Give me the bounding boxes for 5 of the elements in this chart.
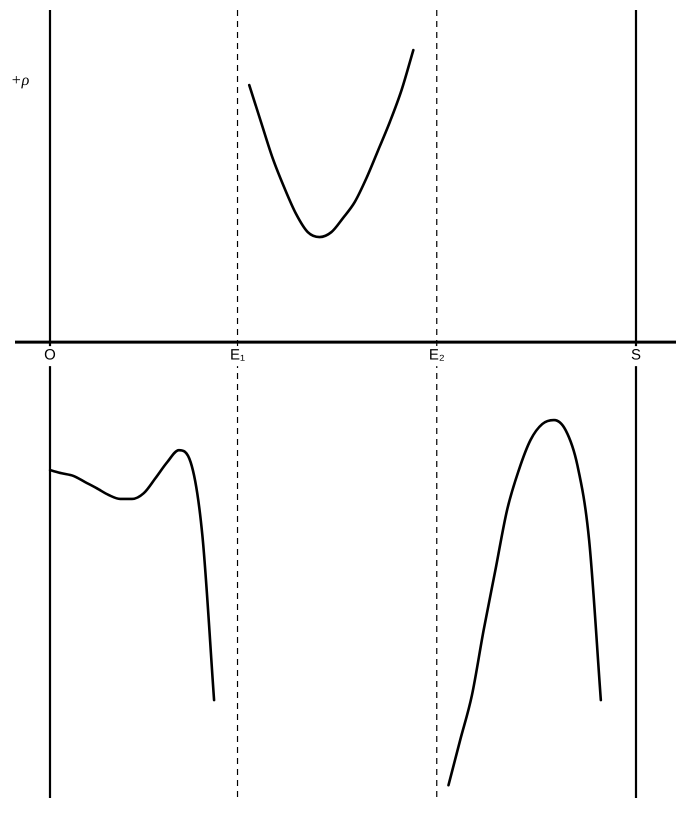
x-tick-label: S xyxy=(630,346,642,364)
x-tick-label: O xyxy=(44,346,56,364)
x-tick-label: E₂ xyxy=(428,346,445,364)
y-axis-title: +ρ xyxy=(10,72,30,89)
x-tick-label: E₁ xyxy=(230,346,246,364)
